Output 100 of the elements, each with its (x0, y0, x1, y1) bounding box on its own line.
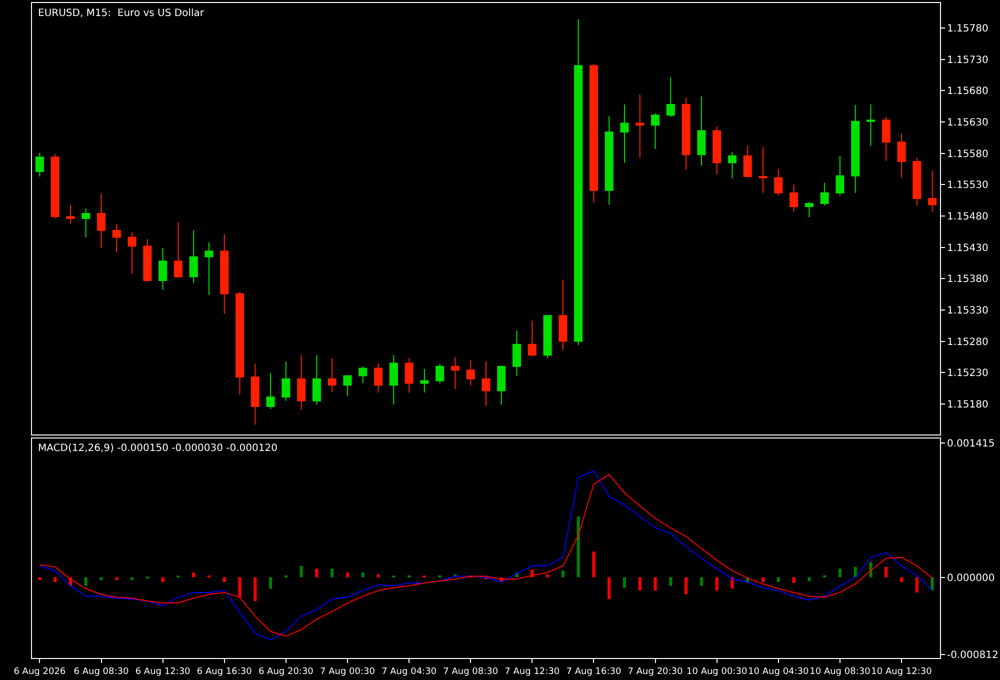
y-tick-label: 1.15180 (947, 399, 988, 410)
candlestick (96, 192, 106, 248)
y-tick-label: 1.15780 (947, 24, 988, 35)
candlestick (128, 232, 136, 274)
candlestick (266, 372, 275, 410)
candlestick (35, 152, 44, 178)
candlestick (420, 368, 429, 394)
x-tick-label: 10 Aug 08:30 (810, 666, 871, 677)
candlestick (358, 366, 368, 384)
candlestick (743, 145, 752, 178)
candlestick (82, 208, 90, 238)
bar (84, 577, 88, 586)
bar (869, 562, 872, 578)
bar (192, 572, 196, 578)
bar (376, 574, 380, 578)
candlestick (774, 168, 783, 196)
candlestick (50, 153, 60, 220)
bar (346, 572, 350, 578)
candlestick (497, 366, 506, 406)
x-tick-label: 10 Aug 00:30 (686, 666, 748, 677)
bar (930, 577, 934, 591)
bar (546, 574, 550, 578)
candlestick (620, 104, 629, 164)
candlestick (912, 157, 922, 206)
bar (161, 577, 164, 582)
bar (776, 577, 780, 582)
candlestick (450, 356, 460, 390)
candlestick (636, 94, 644, 158)
y-tick-label: 1.15230 (947, 368, 988, 380)
candlestick (728, 152, 737, 179)
bar (269, 577, 272, 589)
candlestick (512, 330, 522, 376)
candlestick (697, 96, 706, 166)
candlestick (220, 234, 229, 314)
candlestick (820, 182, 829, 206)
candlestick (158, 247, 168, 290)
text: EURUSD, M15: Euro vs US Dollar (38, 8, 205, 19)
candlestick (928, 170, 937, 212)
candlestick (312, 354, 321, 406)
bar (561, 570, 564, 578)
x-tick-label: 6 Aug 12:30 (135, 666, 191, 677)
y-tick-label: 1.15530 (947, 180, 988, 192)
x-tick-label: 6 Aug 2026 (14, 666, 66, 677)
candlestick (174, 222, 182, 279)
x-tick-label: 6 Aug 20:30 (258, 666, 314, 677)
bar (792, 577, 796, 583)
bar (900, 577, 904, 582)
y-tick-label: 1.15380 (947, 274, 988, 286)
bar (654, 577, 657, 591)
bar (761, 577, 765, 582)
candlestick (897, 132, 906, 178)
candlestick (436, 363, 444, 384)
y-tick-label: 1.15430 (947, 242, 988, 254)
y-tick-label: 1.15730 (947, 54, 988, 66)
bar (361, 572, 364, 578)
bar (300, 566, 303, 578)
candlestick (404, 358, 414, 394)
x-tick-label: 7 Aug 08:30 (443, 666, 498, 677)
bar (622, 577, 626, 588)
candlestick (374, 362, 383, 394)
candlestick (235, 291, 244, 396)
candlestick (282, 360, 290, 402)
candlestick (204, 242, 214, 296)
x-tick-label: 7 Aug 20:30 (628, 666, 684, 677)
bar (638, 577, 642, 591)
bar (254, 577, 257, 602)
chart-title: MACD(12,26,9) -0.000150 -0.000030 -0.000120 (38, 443, 278, 454)
bar (222, 577, 226, 582)
y-tick-label: 0.001415 (947, 438, 995, 450)
candlestick (758, 146, 768, 194)
candlestick (112, 224, 121, 253)
bar (915, 577, 918, 592)
candlestick (66, 204, 75, 224)
bar (330, 568, 334, 578)
candlestick (482, 360, 490, 406)
bar (592, 552, 596, 578)
candlestick (651, 112, 660, 150)
y-tick-label: 1.15580 (947, 148, 988, 160)
bar (700, 577, 703, 586)
y-tick-label: 1.15280 (947, 336, 988, 348)
candlestick (604, 116, 614, 206)
candlestick (143, 238, 152, 282)
y-tick-label: 1.15680 (947, 86, 988, 98)
candlestick (836, 155, 844, 196)
bar (669, 577, 672, 586)
candlestick (250, 362, 260, 426)
y-tick-label: 1.15480 (947, 212, 988, 222)
x-tick-label: 7 Aug 04:30 (382, 666, 437, 677)
y-tick-label: -0.000812 (947, 650, 998, 661)
candlestick (558, 279, 568, 351)
y-tick-label: 0.000000 (947, 572, 995, 584)
bar (838, 568, 842, 578)
candlestick (189, 230, 198, 284)
candlestick (712, 126, 722, 176)
bar (684, 577, 688, 594)
bar (608, 577, 611, 600)
x-tick-label: 6 Aug 08:30 (74, 666, 129, 677)
y-tick-label: 1.15330 (947, 305, 988, 316)
bar (884, 566, 888, 578)
bar (576, 516, 580, 578)
